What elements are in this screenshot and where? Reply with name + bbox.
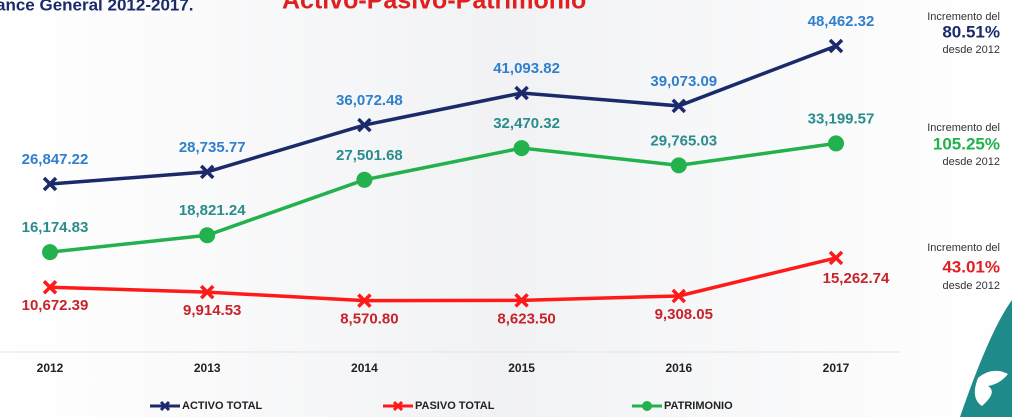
x-tick-label: 2016 <box>665 361 692 375</box>
marker <box>199 284 215 300</box>
data-label: 26,847.22 <box>22 151 89 168</box>
marker <box>199 164 215 180</box>
x-tick-label: 2017 <box>823 361 850 375</box>
annotation-text: desde 2012 <box>943 44 1001 56</box>
legend-label: PATRIMONIO <box>664 400 733 412</box>
decoration <box>960 300 1012 417</box>
chart-title: ance General 2012-2017. <box>0 0 194 14</box>
chart-title-highlight: Activo-Pasivo-Patrimonio <box>282 0 586 15</box>
annotation-text: Incremento del <box>927 11 1000 23</box>
marker <box>513 140 530 157</box>
data-label: 28,735.77 <box>179 139 246 156</box>
data-label: 48,462.32 <box>808 13 875 30</box>
data-label: 18,821.24 <box>179 202 246 219</box>
x-tick-label: 2013 <box>194 361 221 375</box>
series-line <box>49 256 837 303</box>
series-line <box>49 44 837 186</box>
logo <box>974 370 1008 406</box>
x-tick-label: 2015 <box>508 361 535 375</box>
series-line <box>49 141 837 254</box>
annotation-text: desde 2012 <box>943 156 1001 168</box>
marker <box>357 117 372 133</box>
marker <box>199 227 216 244</box>
marker <box>357 293 372 308</box>
legend-label: ACTIVO TOTAL <box>182 400 263 412</box>
data-label: 41,093.82 <box>493 60 560 77</box>
data-label: 16,174.83 <box>22 219 89 236</box>
data-label: 8,570.80 <box>340 311 398 328</box>
legend-marker <box>159 400 171 412</box>
legend-marker <box>392 400 404 412</box>
marker <box>671 288 687 304</box>
legend-label: PASIVO TOTAL <box>415 400 495 412</box>
marker <box>514 85 529 101</box>
data-label: 27,501.68 <box>336 147 403 164</box>
annotation-text: desde 2012 <box>943 280 1001 292</box>
annotation-text: Incremento del <box>927 122 1000 134</box>
marker <box>671 98 687 114</box>
x-tick-label: 2012 <box>37 361 64 375</box>
annotation-text: Incremento del <box>927 242 1000 254</box>
data-label: 8,623.50 <box>497 310 555 327</box>
data-label: 9,914.53 <box>183 302 241 319</box>
data-label: 36,072.48 <box>336 92 403 109</box>
annotation-value: 43.01% <box>942 257 1000 276</box>
marker <box>828 135 844 152</box>
marker <box>42 244 58 261</box>
marker <box>828 38 844 54</box>
x-tick-label: 2014 <box>351 361 378 375</box>
legend-marker <box>642 401 652 411</box>
data-label: 9,308.05 <box>655 306 713 323</box>
data-label: 15,262.74 <box>823 270 890 287</box>
data-label: 33,199.57 <box>808 110 875 127</box>
marker <box>670 157 687 174</box>
data-label: 39,073.09 <box>650 73 717 90</box>
data-label: 32,470.32 <box>493 115 560 132</box>
data-label: 10,672.39 <box>22 297 89 314</box>
data-label: 29,765.03 <box>650 132 717 149</box>
marker <box>514 293 529 308</box>
marker <box>356 171 373 188</box>
marker <box>828 250 844 266</box>
marker <box>42 176 58 192</box>
marker <box>42 280 58 295</box>
annotation-value: 80.51% <box>942 22 1000 41</box>
annotation-value: 105.25% <box>933 134 1000 153</box>
